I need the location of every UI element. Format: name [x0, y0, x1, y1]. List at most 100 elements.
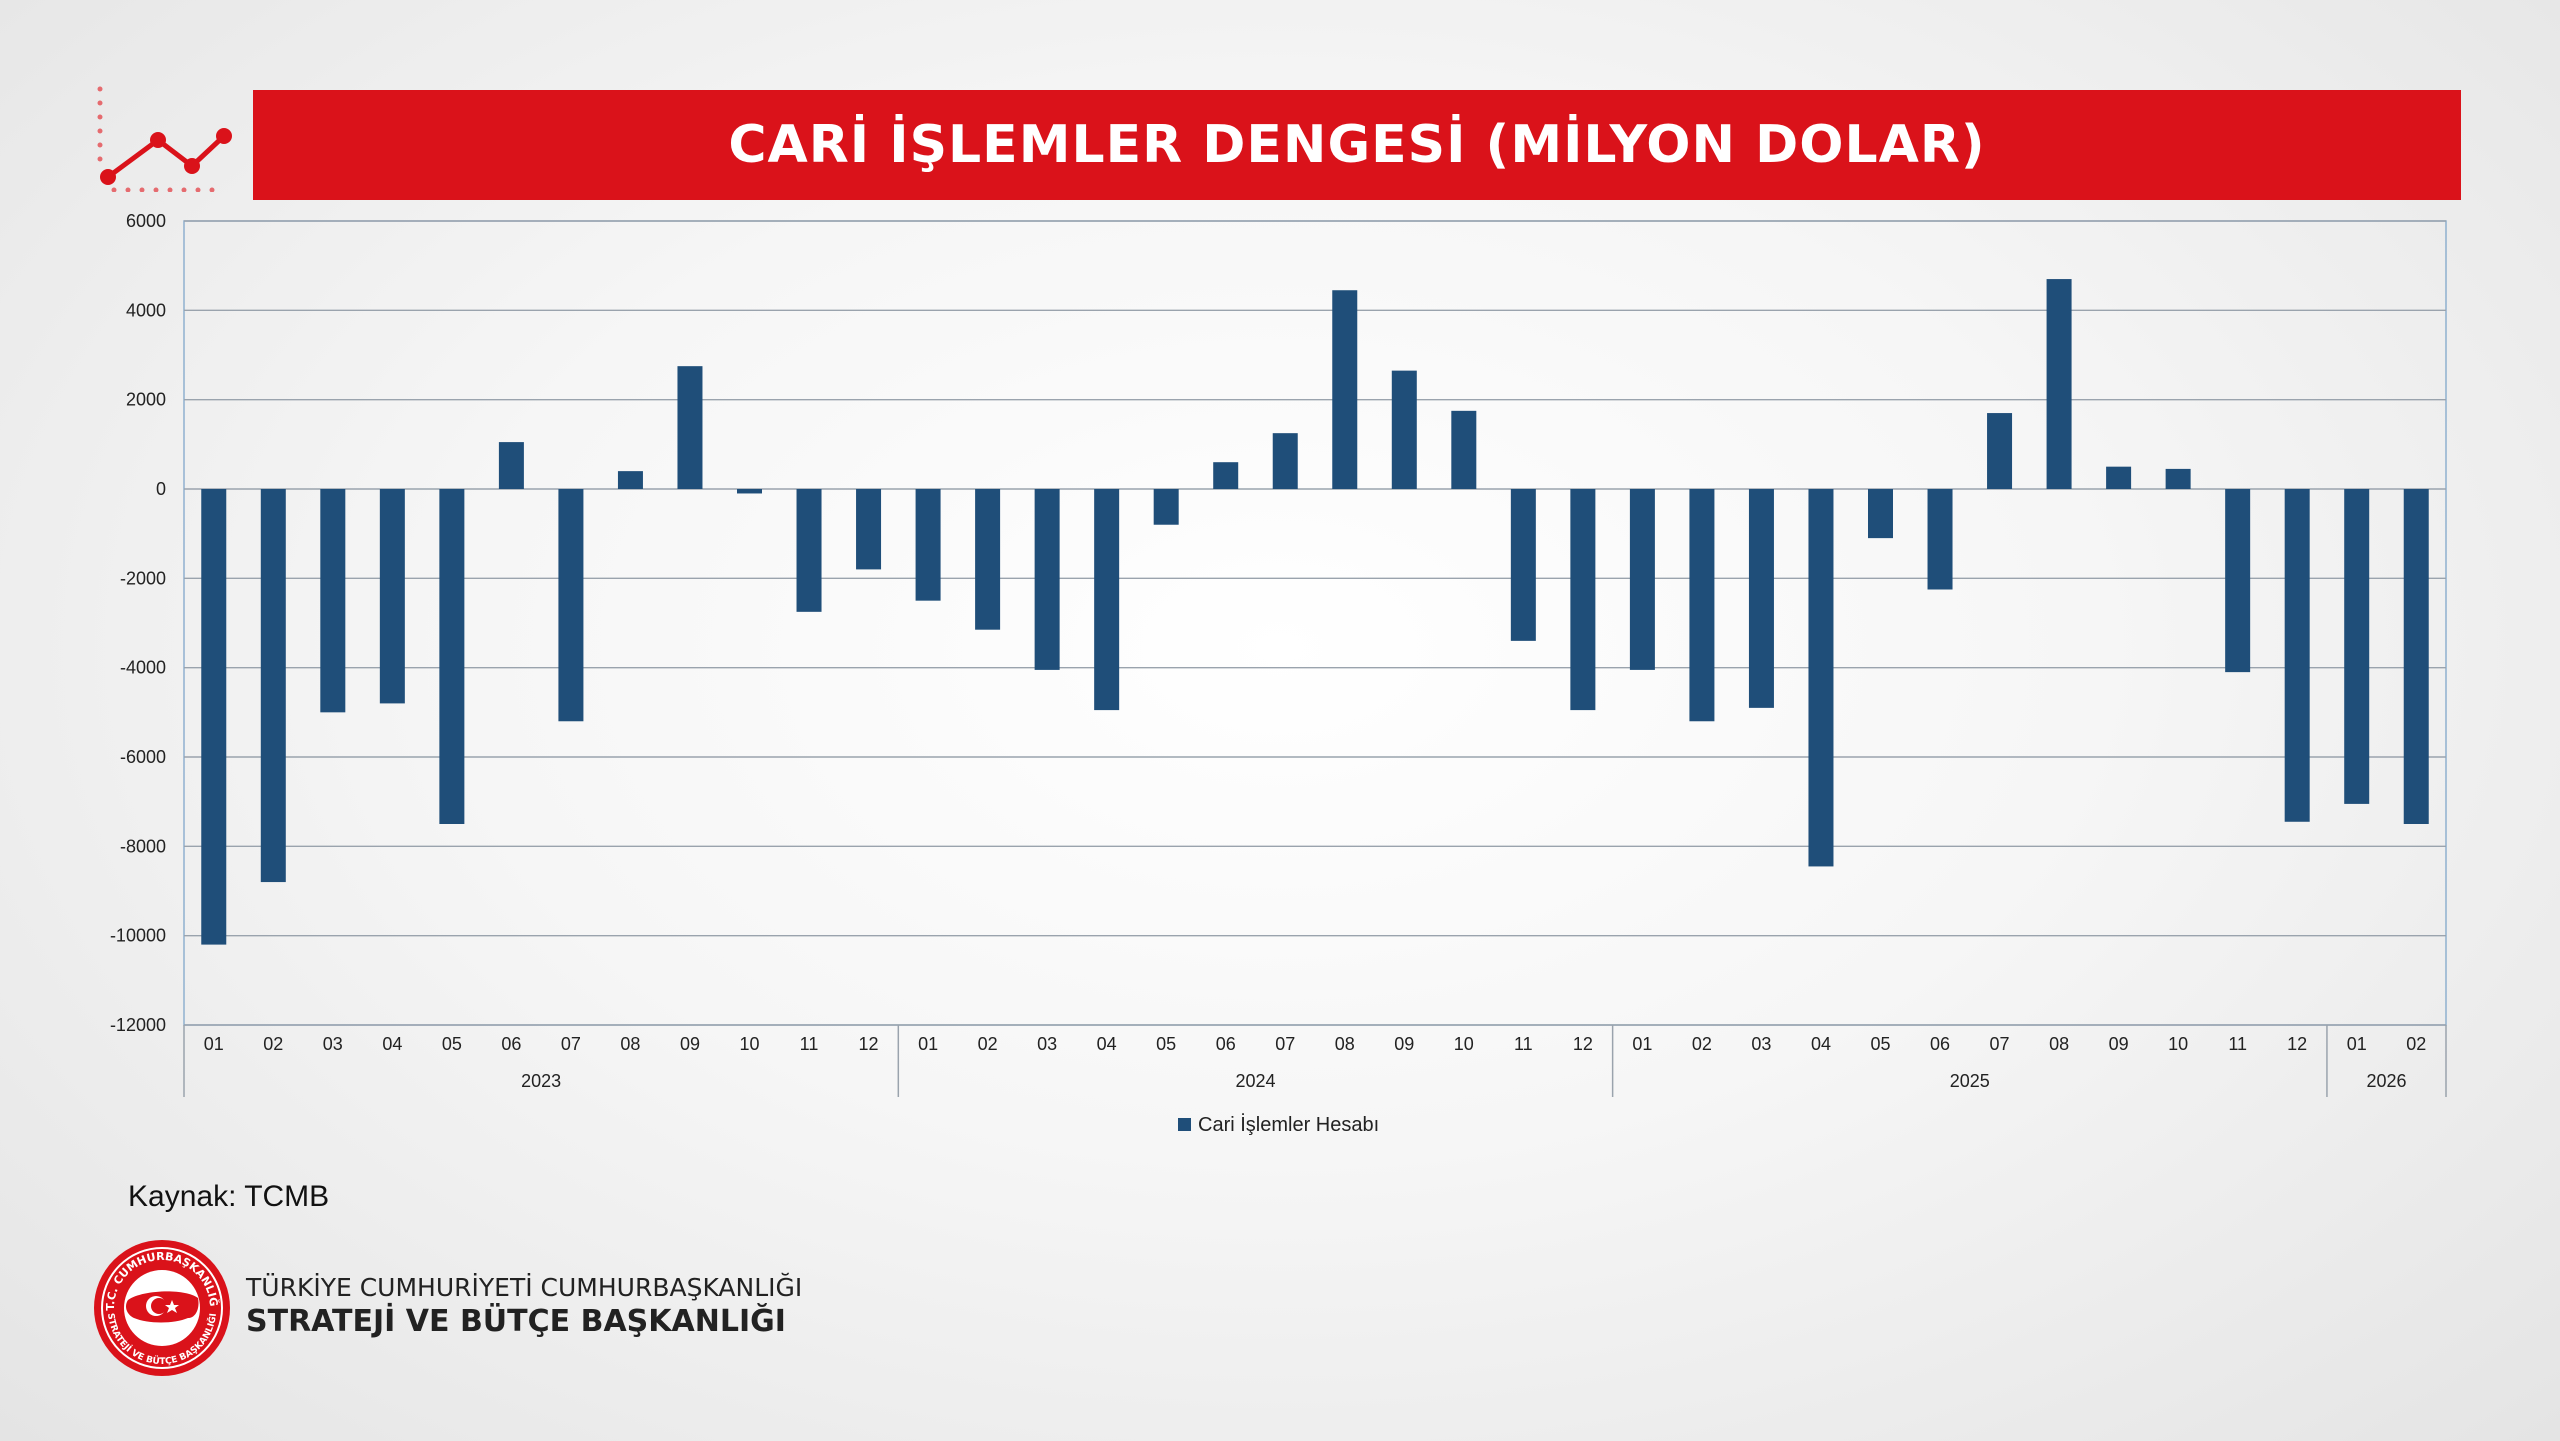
- x-tick-label: 03: [1037, 1034, 1057, 1054]
- bar: [320, 489, 346, 713]
- x-tick-label: 11: [800, 1034, 819, 1054]
- bar: [1510, 489, 1536, 641]
- x-tick-label: 01: [1632, 1034, 1652, 1054]
- bar: [1689, 489, 1715, 722]
- x-tick-label: 11: [1514, 1034, 1533, 1054]
- bar: [1153, 489, 1179, 525]
- legend: Cari İşlemler Hesabı: [1178, 1113, 1379, 1136]
- org-name-line1: TÜRKİYE CUMHURİYETİ CUMHURBAŞKANLIĞI: [246, 1273, 803, 1302]
- x-tick-label: 04: [1097, 1034, 1117, 1054]
- y-tick-label: -10000: [110, 926, 166, 946]
- y-tick-label: -6000: [120, 747, 166, 767]
- x-tick-label: 06: [1930, 1034, 1950, 1054]
- y-tick-label: 2000: [126, 390, 166, 410]
- x-tick-label: 06: [501, 1034, 521, 1054]
- year-label: 2025: [1950, 1071, 1990, 1091]
- bar: [1570, 489, 1596, 711]
- x-tick-label: 08: [2049, 1034, 2069, 1054]
- bar: [856, 489, 882, 570]
- x-tick-label: 10: [739, 1034, 759, 1054]
- x-tick-label: 01: [2347, 1034, 2367, 1054]
- y-tick-label: -8000: [120, 836, 166, 856]
- x-tick-label: 11: [2228, 1034, 2247, 1054]
- bar: [439, 489, 465, 824]
- x-tick-label: 12: [1573, 1034, 1593, 1054]
- x-tick-label: 10: [1454, 1034, 1474, 1054]
- bar: [379, 489, 405, 704]
- bar: [2046, 279, 2072, 489]
- x-tick-label: 09: [680, 1034, 700, 1054]
- legend-swatch: [1178, 1118, 1191, 1131]
- x-tick-label: 02: [1692, 1034, 1712, 1054]
- y-tick-label: -4000: [120, 658, 166, 678]
- year-label: 2023: [521, 1071, 561, 1091]
- bar: [2106, 466, 2132, 489]
- bars: [201, 279, 2429, 945]
- legend-label: Cari İşlemler Hesabı: [1198, 1113, 1379, 1136]
- year-label: 2024: [1235, 1071, 1275, 1091]
- bar: [677, 366, 703, 489]
- institution-seal-logo: T.C. CUMHURBAŞKANLIĞI STRATEJİ VE BÜTÇE …: [92, 1238, 230, 1376]
- x-tick-label: 03: [1751, 1034, 1771, 1054]
- bar: [2403, 489, 2429, 824]
- bar: [1808, 489, 1834, 867]
- bar: [736, 489, 763, 494]
- x-tick-label: 01: [918, 1034, 938, 1054]
- y-tick-label: -2000: [120, 568, 166, 588]
- bar: [1272, 433, 1298, 489]
- x-tick-label: 09: [2109, 1034, 2129, 1054]
- x-tick-label: 05: [442, 1034, 462, 1054]
- axes: 6000 4000 2000 0 -2000 -4000 -6000 -8000 -10000 -…: [110, 211, 2447, 1097]
- bar: [2225, 489, 2251, 673]
- x-tick-label: 07: [1275, 1034, 1295, 1054]
- source-label: Kaynak: TCMB: [128, 1180, 330, 1213]
- x-tick-label: 02: [263, 1034, 283, 1054]
- page-title: CARİ İŞLEMLER DENGESİ (MİLYON DOLAR): [728, 115, 1986, 175]
- x-tick-label: 08: [620, 1034, 640, 1054]
- x-tick-label: 04: [382, 1034, 402, 1054]
- bar: [2165, 468, 2191, 489]
- bar: [796, 489, 822, 612]
- bar: [617, 471, 643, 489]
- y-tick-label: 0: [156, 479, 166, 499]
- bar: [1748, 489, 1774, 708]
- y-tick-label: 6000: [126, 211, 166, 231]
- org-name-line2: STRATEJİ VE BÜTÇE BAŞKANLIĞI: [246, 1304, 786, 1339]
- bar: [558, 489, 584, 722]
- bar: [915, 489, 941, 601]
- title-band: CARİ İŞLEMLER DENGESİ (MİLYON DOLAR): [253, 90, 2461, 200]
- year-label: 2026: [2366, 1071, 2406, 1091]
- y-tick-label: 4000: [126, 300, 166, 320]
- x-tick-label: 09: [1394, 1034, 1414, 1054]
- x-tick-label: 12: [859, 1034, 879, 1054]
- x-tick-label: 02: [978, 1034, 998, 1054]
- x-tick-label: 08: [1335, 1034, 1355, 1054]
- bar: [975, 489, 1001, 630]
- grid-lines: [183, 220, 2447, 1026]
- bar: [1391, 370, 1417, 489]
- trend-chart-icon: [97, 86, 232, 192]
- bar: [1629, 489, 1655, 670]
- bar: [1094, 489, 1120, 711]
- y-tick-label: -12000: [110, 1015, 166, 1035]
- bar: [2284, 489, 2310, 822]
- x-tick-label: 06: [1216, 1034, 1236, 1054]
- x-tick-label: 07: [1990, 1034, 2010, 1054]
- plot-frame: [183, 220, 2447, 1026]
- bar: [1987, 413, 2013, 489]
- x-tick-label: 05: [1156, 1034, 1176, 1054]
- x-tick-label: 03: [323, 1034, 343, 1054]
- bar: [1451, 410, 1477, 489]
- bar: [1867, 489, 1894, 539]
- bar: [201, 489, 227, 945]
- bar: [260, 489, 286, 883]
- x-tick-label: 05: [1870, 1034, 1890, 1054]
- bar: [1034, 489, 1060, 670]
- x-tick-label: 02: [2406, 1034, 2426, 1054]
- x-tick-label: 01: [204, 1034, 224, 1054]
- x-tick-label: 04: [1811, 1034, 1831, 1054]
- x-tick-label: 12: [2287, 1034, 2307, 1054]
- bar: [498, 442, 524, 489]
- x-tick-label: 07: [561, 1034, 581, 1054]
